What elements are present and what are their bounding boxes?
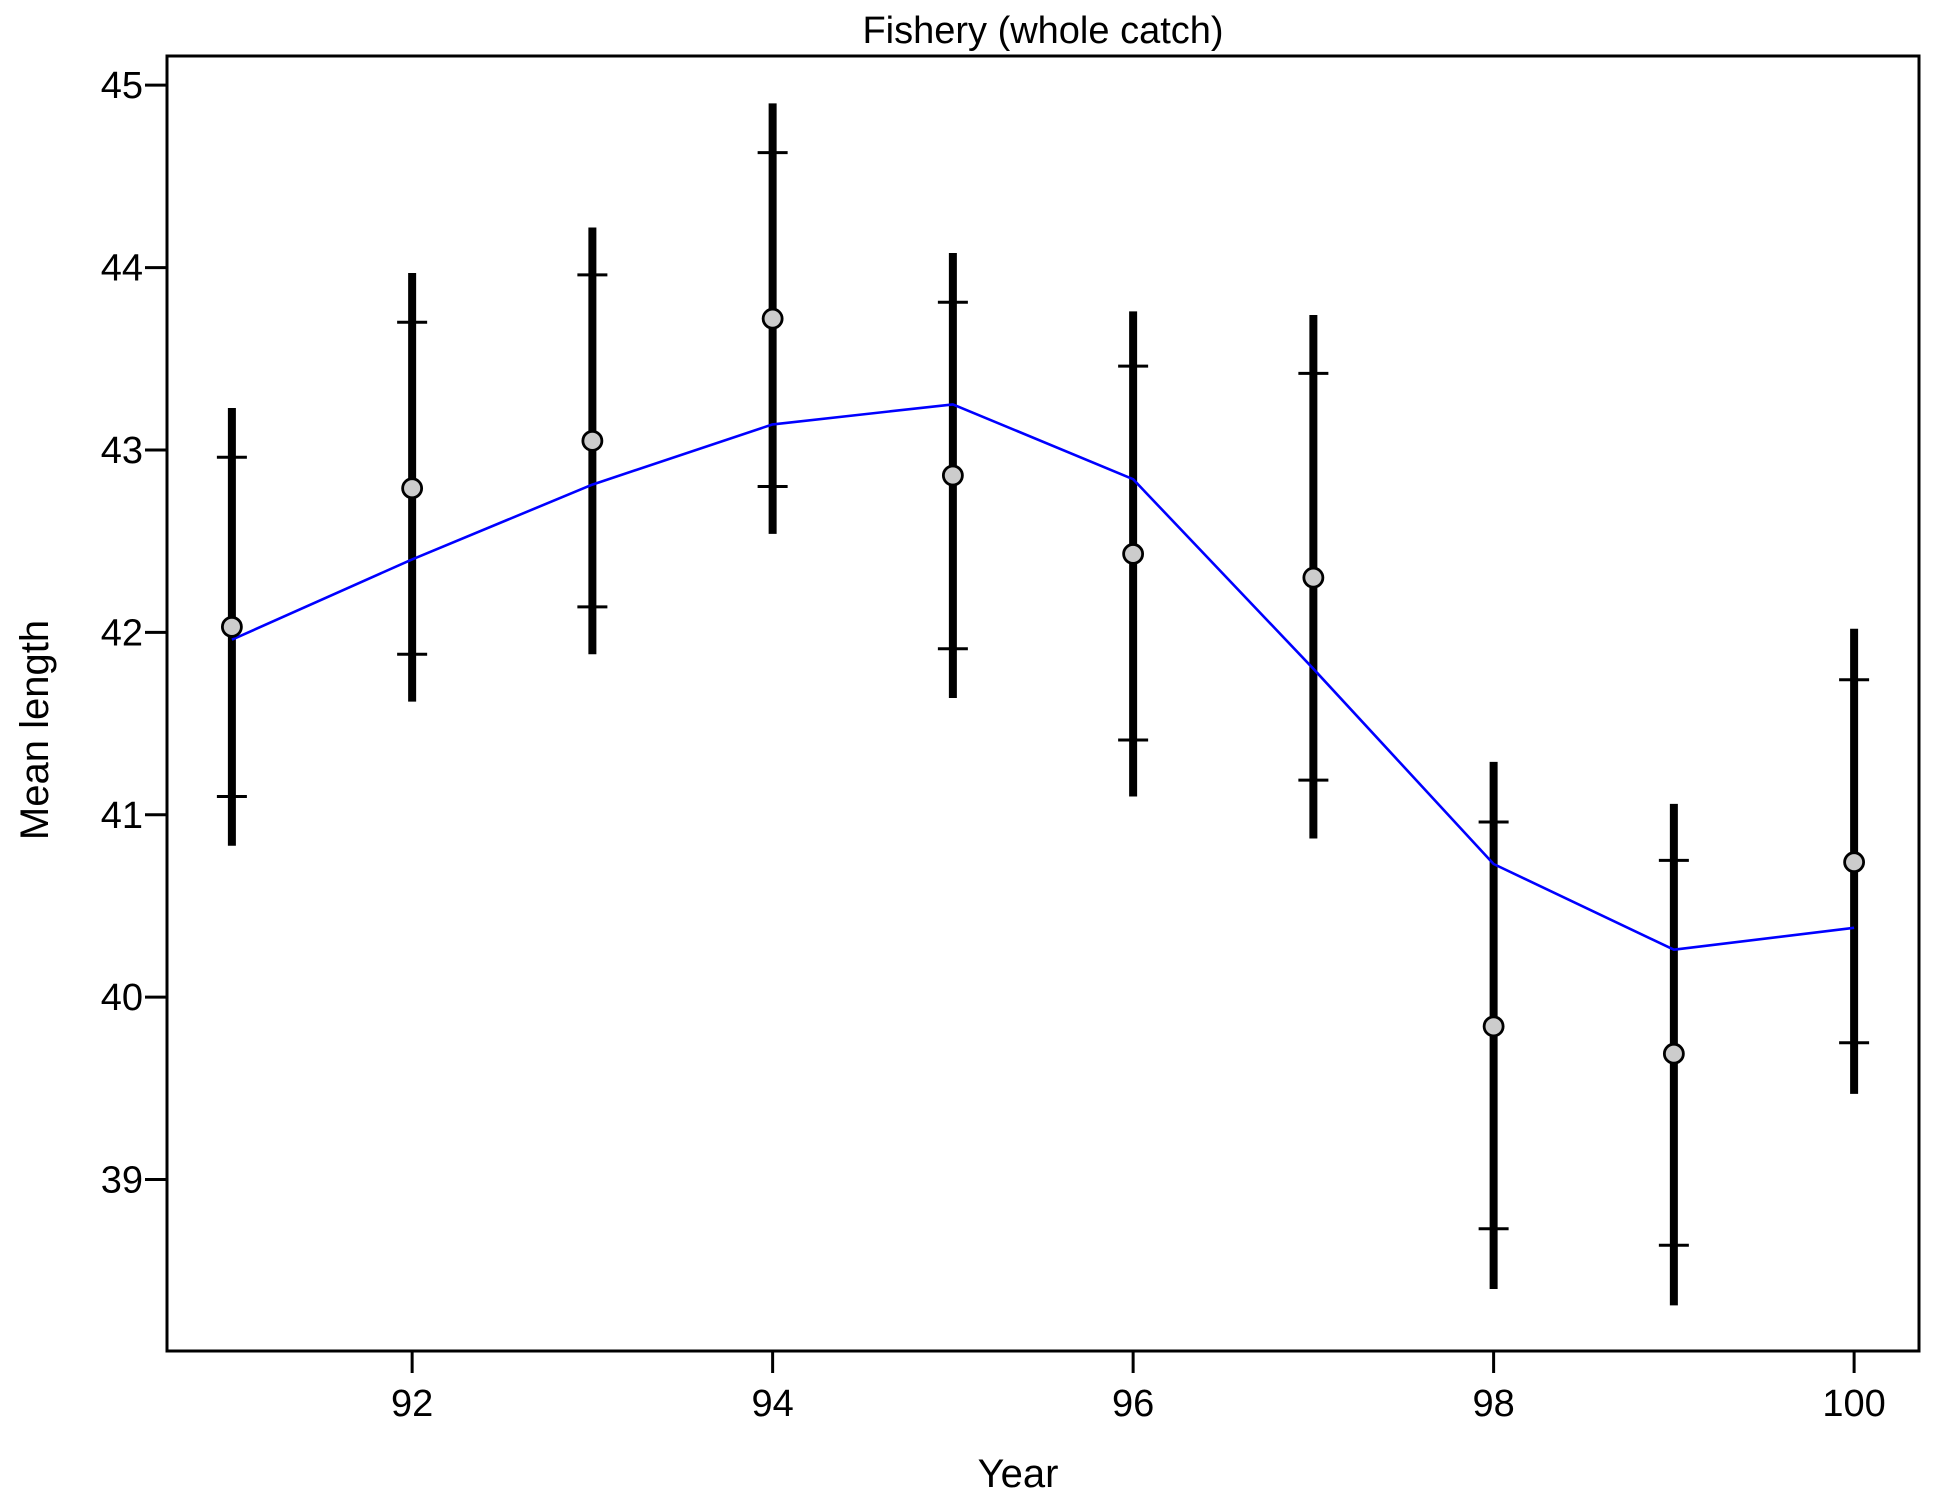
observed-point [581,429,604,452]
y-tick-label: 43 [101,430,143,472]
observed-point [1122,543,1145,565]
x-tick-label: 92 [391,1383,433,1425]
observed-point [1302,566,1325,589]
plot-frame [165,54,1921,1353]
y-tick-label: 45 [101,65,143,107]
observed-point [1662,1042,1685,1065]
x-tick-label: 98 [1472,1383,1514,1425]
x-axis: 92 94 96 98 100 [391,1351,1886,1425]
observed-point [1843,851,1866,874]
error-bars [216,103,1870,1306]
y-tick-label: 41 [101,795,143,837]
observed-point [761,307,784,330]
observed-point [941,464,964,487]
x-axis-label: Year [978,1452,1059,1496]
x-tick-label: 94 [751,1383,793,1425]
y-tick-label: 40 [101,977,143,1019]
y-tick-label: 42 [101,612,143,654]
expected-line-group [231,403,1855,952]
y-tick-label: 39 [101,1160,143,1202]
expected-line [231,403,1855,952]
y-tick-label: 44 [101,248,143,290]
observed-point [401,477,424,500]
observed-point [1482,1015,1505,1038]
chart-title: Fishery (whole catch) [862,10,1223,52]
y-axis-label: Mean length [13,620,57,840]
observed-point [220,615,243,638]
y-axis: 39 40 41 42 43 44 45 [101,65,167,1202]
observed-points [220,307,1866,1065]
x-tick-label: 96 [1112,1383,1154,1425]
x-tick-label: 100 [1822,1383,1885,1425]
